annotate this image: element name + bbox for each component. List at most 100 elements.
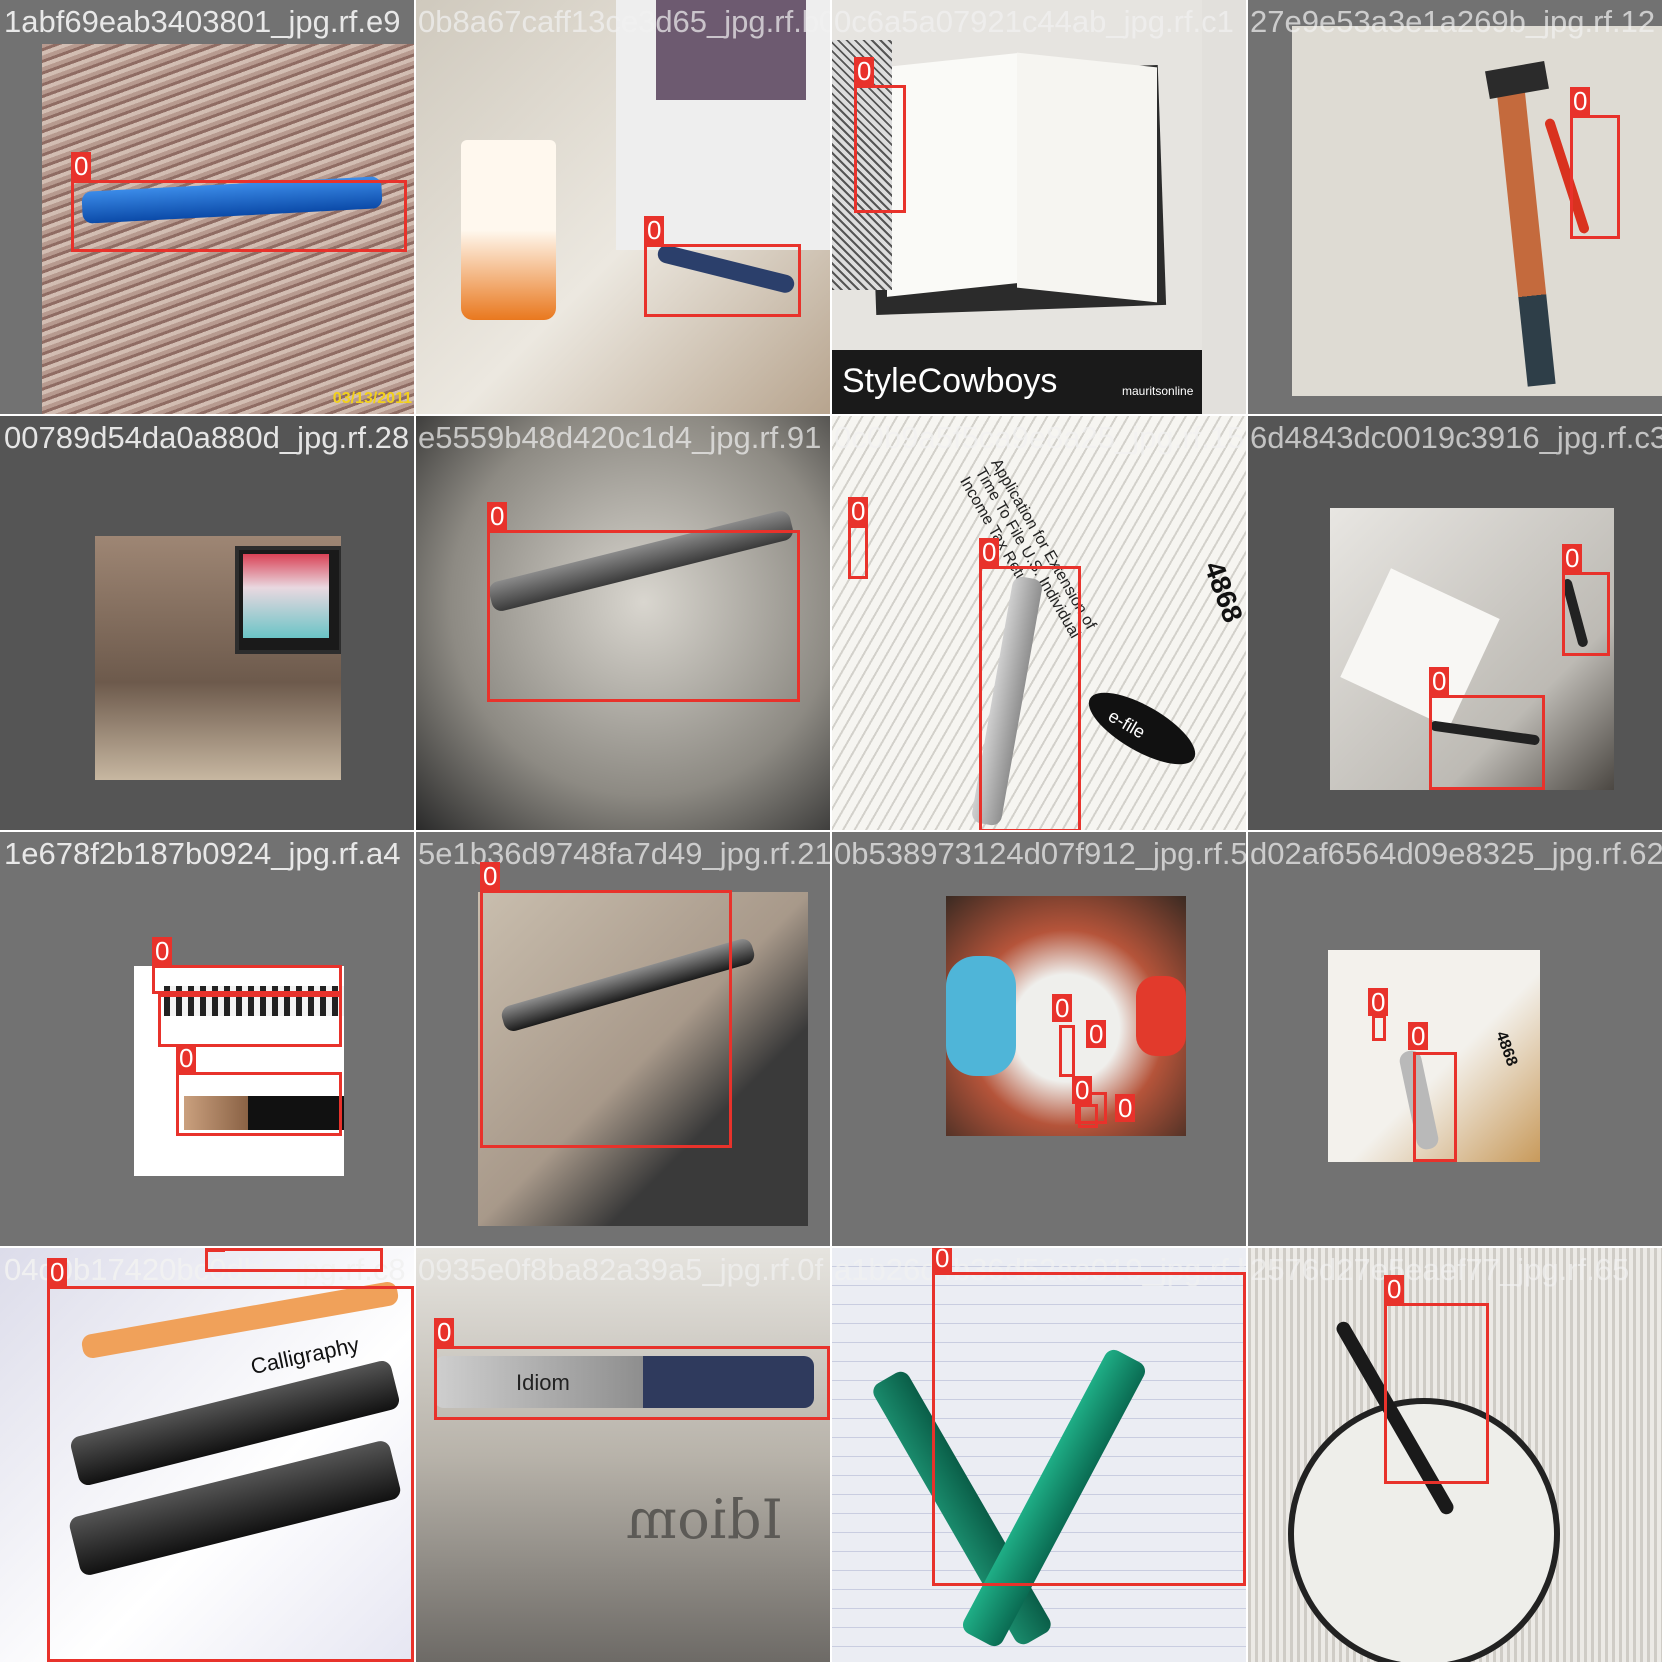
page-right [1017, 52, 1157, 303]
pen-imprint: Idiom [516, 1370, 570, 1395]
bounding-box [644, 244, 801, 317]
class-label: 0 [487, 502, 508, 530]
bounding-box [854, 85, 906, 213]
class-label: 0 [47, 1258, 68, 1286]
page-left [887, 53, 1017, 297]
bounding-box [487, 530, 800, 702]
class-label: 0 [644, 216, 665, 244]
class-label: 0 [848, 497, 869, 525]
image-filename: 1abf69eab3403801_jpg.rf.e9 [4, 4, 401, 39]
mosaic-tile: Application for Extension of Time To Fil… [832, 416, 1246, 830]
cup-shape [461, 140, 556, 320]
image-filename: 0b538973124d07f912_jpg.rf.5d [834, 836, 1246, 871]
photo [416, 416, 830, 830]
caption-bar [832, 350, 1202, 414]
photo: Application for Extension of Time To Fil… [832, 416, 1246, 830]
class-label: 0 [1408, 1022, 1429, 1050]
bounding-box [434, 1346, 830, 1420]
bounding-box [71, 180, 407, 252]
image-filename: 1e678f2b187b0924_jpg.rf.a4 [4, 836, 401, 871]
mosaic-tile: Idiom Idiom 0935e0f8ba82a39a5_jpg.rf.0f … [416, 1248, 830, 1662]
photo: StyleCowboys mauritsonline [832, 0, 1202, 414]
bounding-box [1413, 1052, 1457, 1162]
form-number: 4868 [1492, 1029, 1521, 1069]
image-filename: 27e9e53a3e1a269b_jpg.rf.12 [1250, 4, 1656, 39]
mosaic-tile: 5e1b36d9748fa7d49_jpg.rf.21 0 [416, 832, 830, 1246]
class-label: 0 [1052, 994, 1073, 1022]
handwritten-text: Idiom [626, 1488, 783, 1551]
image-filename: 2576d27e5eaef77_jpg.rf.65 [1250, 1252, 1630, 1287]
form-number: 4868 [1198, 557, 1246, 627]
mosaic-tile: StyleCowboys mauritsonline 0c6a5a07921c4… [832, 0, 1246, 414]
image-filename: a1b26c4b36d52ae019_jpg.rf.bb [834, 1252, 1246, 1287]
bounding-box [1384, 1303, 1489, 1484]
photo [478, 892, 808, 1226]
bounding-box [205, 1248, 383, 1272]
photo [1292, 26, 1662, 396]
bounding-box [1429, 695, 1545, 790]
class-label: 0 [1115, 1094, 1136, 1122]
mosaic-tile: 4868 d02af6564d09e8325_jpg.rf.62 0 0 [1248, 832, 1662, 1246]
mosaic-tile: 1e678f2b187b0924_jpg.rf.a4 0 0 [0, 832, 414, 1246]
class-label: 0 [1384, 1275, 1405, 1303]
class-label: 0 [1072, 1076, 1093, 1104]
photo [832, 1248, 1246, 1662]
pen-shape [434, 1356, 814, 1408]
image-filename: 0c6a5a07921c44ab_jpg.rf.c1 [834, 4, 1234, 39]
image-filename: d02af6564d09e8325_jpg.rf.62 [1250, 836, 1662, 871]
bounding-box [1372, 1015, 1386, 1041]
class-label: 0 [1570, 87, 1591, 115]
class-label: 0 [71, 152, 92, 180]
class-label: 0 [434, 1318, 455, 1346]
class-label: 0 [480, 862, 501, 890]
pen-barrel [184, 1096, 344, 1130]
bounding-box [1570, 115, 1620, 239]
monitor-screen [243, 554, 329, 638]
photo: Idiom Idiom [416, 1248, 830, 1662]
mosaic-tile: 27e9e53a3e1a269b_jpg.rf.12 0 [1248, 0, 1662, 414]
image-filename: e5559b48d420c1d4_jpg.rf.91 [418, 420, 822, 455]
class-label: 0 [979, 538, 1000, 566]
face-drawing [1288, 1398, 1560, 1662]
photo [416, 0, 830, 414]
bounding-box [848, 525, 868, 579]
photo [95, 536, 341, 780]
class-label: 0 [932, 1248, 953, 1272]
bounding-box [176, 1072, 342, 1136]
class-label: 0 [1368, 988, 1389, 1016]
mosaic-tile: Calligraphy 04d0b17420bc0db5_jpg.rf.c8 0… [0, 1248, 414, 1662]
mosaic-tile: 0b8a67caff13ce3d65_jpg.rf.b0 0 [416, 0, 830, 414]
brand-text: StyleCowboys [842, 362, 1058, 400]
bounding-box [1059, 1025, 1075, 1077]
person-shape [946, 956, 1016, 1076]
bounding-box [480, 890, 732, 1148]
bounding-box [1078, 1104, 1098, 1128]
mosaic-tile: 03/13/2011 1abf69eab3403801_jpg.rf.e9 0 [0, 0, 414, 414]
bounding-box [158, 994, 342, 1047]
photo: Calligraphy [0, 1248, 414, 1662]
class-label: 0 [152, 937, 173, 965]
photo: 4868 [1328, 950, 1540, 1162]
bounding-box [152, 965, 342, 994]
class-label: 0 [854, 57, 875, 85]
person-shape [1136, 976, 1186, 1056]
mosaic-tile: 0b538973124d07f912_jpg.rf.5d 0 0 0 0 [832, 832, 1246, 1246]
image-filename: 00789d54da0a880d_jpg.rf.28 [4, 420, 410, 455]
bounding-box [1562, 572, 1610, 656]
mosaic-tile: e5559b48d420c1d4_jpg.rf.91 0 [416, 416, 830, 830]
photo: 03/13/2011 [42, 44, 414, 414]
image-filename: 6d4843dc0019c3916_jpg.rf.c3 [1250, 420, 1662, 455]
hammer-head [1485, 61, 1549, 99]
photo [1248, 1248, 1662, 1662]
class-label: 0 [1562, 544, 1583, 572]
mosaic-tile: 6d4843dc0019c3916_jpg.rf.c3 0 0 [1248, 416, 1662, 830]
image-filename: 0935e0f8ba82a39a5_jpg.rf.0f [418, 1252, 824, 1287]
mosaic-tile: a1b26c4b36d52ae019_jpg.rf.bb 0 [832, 1248, 1246, 1662]
image-filename: 0b8a67caff13ce3d65_jpg.rf.b0 [418, 4, 830, 39]
bounding-box [932, 1272, 1246, 1586]
credit-text: mauritsonline [1122, 384, 1194, 398]
bounding-box [979, 566, 1081, 830]
date-stamp: 03/13/2011 [332, 390, 412, 407]
mosaic-tile: 2576d27e5eaef77_jpg.rf.65 0 [1248, 1248, 1662, 1662]
